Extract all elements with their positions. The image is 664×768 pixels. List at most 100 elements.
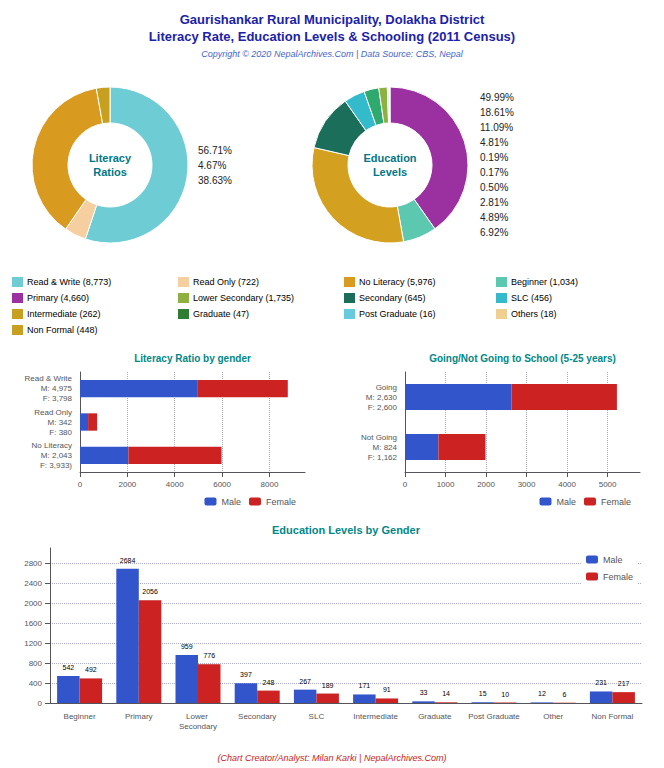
svg-text:217: 217 (618, 680, 630, 687)
svg-text:2000: 2000 (118, 480, 136, 489)
svg-text:M: 2,043: M: 2,043 (41, 451, 73, 460)
svg-text:Other: Other (543, 712, 563, 721)
svg-text:Primary: Primary (125, 712, 153, 721)
svg-text:776: 776 (203, 652, 215, 659)
svg-text:Primary (4,660): Primary (4,660) (27, 293, 89, 303)
svg-text:4000: 4000 (558, 480, 576, 489)
svg-text:Read & Write: Read & Write (25, 374, 73, 383)
svg-text:11.09%: 11.09% (480, 122, 513, 133)
svg-text:Intermediate: Intermediate (353, 712, 398, 721)
svg-text:6000: 6000 (213, 480, 231, 489)
svg-text:Non Formal: Non Formal (592, 712, 634, 721)
svg-text:0: 0 (403, 480, 408, 489)
svg-text:91: 91 (383, 686, 391, 693)
svg-text:Intermediate (262): Intermediate (262) (27, 309, 101, 319)
svg-text:SLC (456): SLC (456) (511, 293, 552, 303)
svg-text:Literacy Ratio by gender: Literacy Ratio by gender (134, 353, 251, 364)
svg-text:M: 342: M: 342 (48, 418, 73, 427)
svg-text:Going: Going (376, 383, 397, 392)
svg-text:Read Only (722): Read Only (722) (193, 277, 259, 287)
svg-text:6.92%: 6.92% (480, 227, 508, 238)
svg-text:Literacy Rate, Education Level: Literacy Rate, Education Levels & School… (149, 29, 515, 44)
svg-text:267: 267 (299, 678, 311, 685)
svg-text:56.71%: 56.71% (198, 145, 232, 156)
svg-text:3000: 3000 (518, 480, 536, 489)
svg-text:Female: Female (603, 572, 633, 582)
svg-text:Gaurishankar Rural Municipalit: Gaurishankar Rural Municipality, Dolakha… (180, 12, 485, 27)
svg-text:Non Formal (448): Non Formal (448) (27, 325, 98, 335)
svg-text:15: 15 (479, 690, 487, 697)
svg-text:Copyright © 2020 NepalArchives: Copyright © 2020 NepalArchives.Com | Dat… (201, 49, 464, 59)
svg-text:189: 189 (322, 682, 334, 689)
svg-text:800: 800 (29, 659, 43, 668)
svg-text:2000: 2000 (477, 480, 495, 489)
svg-text:Male: Male (221, 497, 241, 507)
svg-text:SLC: SLC (309, 712, 325, 721)
svg-text:2056: 2056 (142, 588, 158, 595)
svg-text:248: 248 (263, 679, 275, 686)
svg-text:F: 3,933): F: 3,933) (40, 461, 72, 470)
svg-text:Lower: Lower (186, 712, 210, 721)
svg-text:0.19%: 0.19% (480, 152, 508, 163)
svg-text:397: 397 (240, 671, 252, 678)
svg-text:Post Graduate: Post Graduate (468, 712, 520, 721)
svg-text:1600: 1600 (24, 619, 42, 628)
svg-text:F: 1,162: F: 1,162 (368, 453, 398, 462)
svg-text:38.63%: 38.63% (198, 175, 232, 186)
svg-text:0: 0 (38, 699, 43, 708)
svg-text:171: 171 (359, 682, 371, 689)
svg-text:Graduate (47): Graduate (47) (193, 309, 249, 319)
svg-text:F: 2,600: F: 2,600 (368, 403, 398, 412)
svg-text:M: 4,975: M: 4,975 (41, 384, 73, 393)
svg-text:Going/Not Going to School (5-2: Going/Not Going to School (5-25 years) (429, 353, 616, 364)
svg-text:33: 33 (420, 689, 428, 696)
svg-text:10: 10 (501, 691, 509, 698)
svg-text:1000: 1000 (437, 480, 455, 489)
svg-text:Female: Female (601, 497, 631, 507)
svg-text:2000: 2000 (24, 599, 42, 608)
svg-text:2.81%: 2.81% (480, 197, 508, 208)
svg-text:4.67%: 4.67% (198, 160, 226, 171)
svg-text:18.61%: 18.61% (480, 107, 514, 118)
svg-text:M: 2,630: M: 2,630 (366, 393, 398, 402)
svg-text:Post Graduate (16): Post Graduate (16) (359, 309, 436, 319)
svg-text:Beginner (1,034): Beginner (1,034) (511, 277, 578, 287)
svg-text:5000: 5000 (599, 480, 617, 489)
svg-text:Male: Male (556, 497, 576, 507)
svg-text:231: 231 (595, 679, 607, 686)
svg-text:Female: Female (266, 497, 296, 507)
svg-text:Others (18): Others (18) (511, 309, 557, 319)
svg-text:400: 400 (29, 679, 43, 688)
svg-text:Beginner: Beginner (64, 712, 96, 721)
svg-text:4.81%: 4.81% (480, 137, 508, 148)
svg-text:F: 380: F: 380 (49, 428, 72, 437)
svg-text:959: 959 (181, 643, 193, 650)
svg-text:F: 3,798: F: 3,798 (43, 394, 73, 403)
svg-text:542: 542 (63, 664, 75, 671)
svg-text:Education: Education (363, 152, 416, 164)
svg-text:Secondary: Secondary (238, 712, 276, 721)
svg-text:Read Only: Read Only (34, 408, 72, 417)
svg-text:492: 492 (85, 666, 97, 673)
svg-text:49.99%: 49.99% (480, 92, 514, 103)
svg-text:0: 0 (78, 480, 83, 489)
svg-text:2400: 2400 (24, 579, 42, 588)
svg-text:Lower Secondary (1,735): Lower Secondary (1,735) (193, 293, 294, 303)
svg-text:Not Going: Not Going (361, 433, 397, 442)
svg-text:Education Levels by Gender: Education Levels by Gender (272, 524, 421, 536)
svg-text:4.89%: 4.89% (480, 212, 508, 223)
svg-text:12: 12 (538, 690, 546, 697)
svg-text:Secondary: Secondary (179, 722, 217, 731)
svg-text:Levels: Levels (373, 166, 407, 178)
svg-text:(Chart Creator/Analyst: Milan: (Chart Creator/Analyst: Milan Karki | Ne… (218, 753, 447, 763)
svg-text:Secondary (645): Secondary (645) (359, 293, 426, 303)
svg-text:0.17%: 0.17% (480, 167, 508, 178)
svg-text:Male: Male (603, 555, 623, 565)
svg-text:Read & Write (8,773): Read & Write (8,773) (27, 277, 111, 287)
svg-text:M: 824: M: 824 (373, 443, 398, 452)
svg-text:Ratios: Ratios (93, 166, 127, 178)
svg-text:14: 14 (442, 690, 450, 697)
svg-text:2800: 2800 (24, 559, 42, 568)
svg-text:No Literacy (5,976): No Literacy (5,976) (359, 277, 436, 287)
svg-text:2684: 2684 (120, 557, 136, 564)
